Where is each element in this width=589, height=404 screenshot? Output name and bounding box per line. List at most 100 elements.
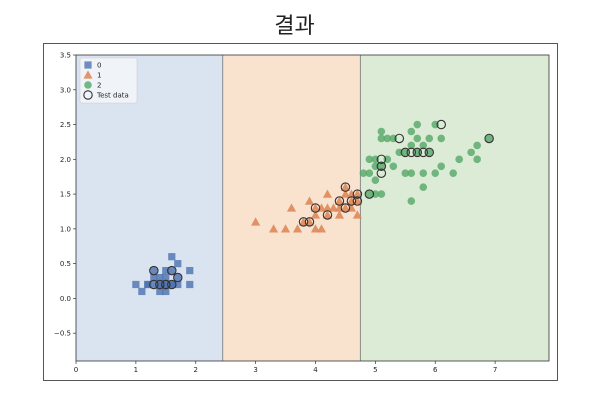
data-point [340, 182, 351, 191]
data-point [413, 134, 422, 143]
x-tick-label: 1 [134, 366, 138, 374]
data-point [346, 196, 357, 206]
data-point [389, 162, 398, 171]
data-point [334, 196, 345, 206]
data-point [365, 190, 374, 198]
data-point [401, 169, 410, 178]
data-point [424, 147, 435, 158]
data-point [407, 169, 416, 178]
data-point [150, 280, 158, 289]
y-tick-label: 3.5 [60, 52, 71, 60]
data-point [352, 196, 363, 206]
region-class-0 [76, 55, 223, 361]
data-point [156, 273, 164, 282]
series-1 [251, 182, 363, 233]
data-point [473, 155, 481, 164]
data-point [359, 169, 368, 178]
legend-label: Test data [96, 92, 129, 100]
data-point [413, 120, 422, 129]
data-point [149, 265, 159, 276]
data-point [376, 161, 387, 172]
data-point [322, 210, 333, 219]
x-tick-label: 0 [74, 366, 78, 374]
data-point [400, 147, 411, 158]
legend-label: 0 [97, 62, 101, 70]
data-point [268, 224, 279, 233]
legend-label: 2 [97, 82, 101, 90]
legend-marker-1 [83, 70, 93, 79]
x-tick-label: 6 [433, 366, 438, 374]
data-point [340, 203, 351, 212]
data-point [334, 210, 345, 219]
data-point [168, 253, 176, 261]
data-point [352, 210, 363, 219]
legend: 0 1 2 Test data [79, 57, 138, 104]
y-tick-label: 0.5 [60, 260, 71, 268]
x-tick-label: 7 [493, 366, 497, 374]
data-point [149, 279, 159, 290]
legend-label: 1 [97, 72, 101, 80]
x-tick-label: 2 [194, 366, 198, 374]
x-tick-label: 5 [373, 366, 377, 374]
data-point [352, 189, 363, 199]
x-tick-label: 3 [253, 366, 257, 374]
data-point [383, 134, 392, 143]
data-point [173, 272, 183, 283]
data-point [436, 119, 446, 130]
data-point [304, 196, 315, 205]
data-point [328, 203, 339, 212]
axes: 0 1 2 3 4 5 6 7 −0.5 0.0 0.5 1.0 1.5 2.0 2.5 3.0 3.5 [54, 52, 550, 374]
data-point [425, 134, 434, 143]
data-point [394, 133, 405, 144]
data-point [437, 162, 446, 171]
data-point [419, 141, 428, 150]
data-point [167, 265, 177, 276]
data-point [174, 260, 182, 268]
legend-marker-0 [84, 61, 92, 69]
data-point [485, 134, 493, 143]
data-point [322, 210, 333, 220]
legend-box [79, 57, 138, 104]
plot-border [75, 54, 550, 362]
chart-title: 결과 [274, 14, 315, 39]
data-point [156, 280, 164, 289]
legend-marker-2 [84, 81, 92, 89]
y-tick-label: 2.5 [60, 121, 71, 129]
data-point [419, 183, 428, 191]
data-point [162, 273, 170, 282]
data-point [322, 189, 333, 198]
data-point [437, 134, 446, 143]
data-point [340, 189, 351, 198]
y-tick-label: −0.5 [54, 330, 71, 338]
data-point [155, 279, 165, 290]
data-point [168, 266, 176, 275]
data-point [376, 154, 387, 165]
y-tick-label: 0.0 [60, 295, 71, 303]
data-point [162, 280, 170, 289]
y-tick-label: 2.0 [60, 156, 71, 164]
data-point [310, 224, 321, 233]
data-point [455, 155, 463, 164]
data-point [484, 133, 494, 144]
data-point [352, 189, 363, 198]
data-point [377, 134, 386, 143]
data-point [138, 287, 146, 296]
data-point [292, 224, 303, 233]
data-points [132, 119, 494, 296]
data-point [161, 279, 171, 290]
data-point [251, 217, 261, 226]
data-point [186, 280, 194, 289]
data-point [286, 203, 297, 212]
data-point [419, 169, 428, 178]
data-point [150, 266, 158, 275]
data-point [473, 141, 481, 150]
data-point [310, 203, 321, 212]
data-point [406, 147, 417, 158]
data-point [298, 217, 309, 227]
decision-boundaries [222, 55, 361, 361]
data-point [167, 279, 177, 290]
data-point [162, 266, 170, 275]
y-tick-label: 1.0 [60, 225, 71, 233]
data-point [150, 273, 158, 282]
